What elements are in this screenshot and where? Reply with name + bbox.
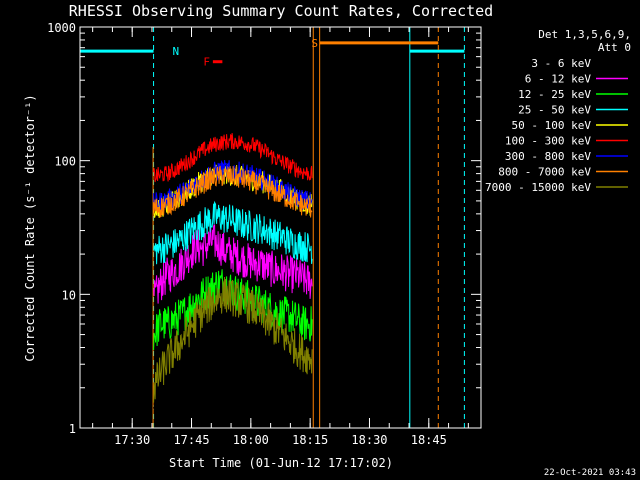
series-line <box>153 132 313 183</box>
x-tick-label: 17:45 <box>173 433 209 447</box>
legend-label: 100 - 300 keV <box>505 135 591 148</box>
night-label: N <box>173 45 180 58</box>
x-tick-label: 18:00 <box>233 433 269 447</box>
legend-label: 6 - 12 keV <box>525 73 592 86</box>
legend-label: 300 - 800 keV <box>505 150 591 163</box>
flare-label: F <box>203 56 210 69</box>
plot-frame <box>79 26 482 429</box>
y-axis-label: Corrected Count Rate (s⁻¹ detector⁻¹) <box>23 94 37 361</box>
legend: 3 - 6 keV 6 - 12 keV 12 - 25 keV 25 - 50 ke… <box>485 57 628 194</box>
legend-header: Det 1,3,5,6,9, Att 0 <box>538 28 631 54</box>
legend-label: 25 - 50 keV <box>518 104 591 117</box>
y-tick-label: 1000 <box>47 21 76 35</box>
x-tick-label: 18:15 <box>292 433 328 447</box>
chart-title: RHESSI Observing Summary Count Rates, Co… <box>69 2 493 20</box>
footer-date: 22-Oct-2021 03:43 <box>544 468 636 478</box>
x-tick-label: 18:45 <box>411 433 447 447</box>
x-tick-label: 17:30 <box>114 433 150 447</box>
saa-label: S <box>311 37 318 50</box>
y-tick-label: 1 <box>69 422 76 436</box>
legend-label: 3 - 6 keV <box>531 57 591 70</box>
legend-label: 7000 - 15000 keV <box>485 181 591 194</box>
series-line <box>153 200 313 265</box>
plot-area: N F S <box>79 27 465 428</box>
legend-header-line-1: Det 1,3,5,6,9, <box>538 28 631 41</box>
y-tick-label: 10 <box>62 288 76 302</box>
legend-label: 12 - 25 keV <box>518 88 591 101</box>
legend-label: 50 - 100 keV <box>512 119 592 132</box>
series-line <box>153 276 313 403</box>
legend-label: 800 - 7000 keV <box>498 166 591 179</box>
axes: 1 10 100 1000 17:30 17:45 18:00 18:15 18:30 18:45 <box>47 21 481 447</box>
series-line <box>153 165 313 218</box>
x-axis-label: Start Time (01-Jun-12 17:17:02) <box>169 456 393 470</box>
y-tick-label: 100 <box>54 155 76 169</box>
x-tick-label: 18:30 <box>351 433 387 447</box>
series-line <box>153 223 313 304</box>
legend-header-line-2: Att 0 <box>598 41 631 54</box>
